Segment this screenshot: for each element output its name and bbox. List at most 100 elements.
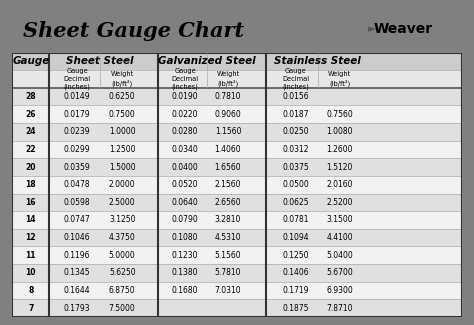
Text: Galvanized Steel: Galvanized Steel <box>157 57 255 66</box>
Text: 5.6700: 5.6700 <box>326 268 353 277</box>
Text: 0.0747: 0.0747 <box>64 215 91 225</box>
Text: 0.0239: 0.0239 <box>64 127 91 136</box>
Text: 0.0359: 0.0359 <box>64 162 91 172</box>
Text: 1.1560: 1.1560 <box>215 127 241 136</box>
Text: 0.0478: 0.0478 <box>64 180 91 189</box>
Text: 0.0220: 0.0220 <box>172 110 199 119</box>
Bar <box>12 106 462 123</box>
Text: 8: 8 <box>28 286 34 295</box>
Bar <box>12 194 462 211</box>
Text: 4.5310: 4.5310 <box>215 233 241 242</box>
Text: 1.6560: 1.6560 <box>215 162 241 172</box>
Bar <box>12 299 462 317</box>
Text: 1.2600: 1.2600 <box>327 145 353 154</box>
Text: 20: 20 <box>26 162 36 172</box>
Text: 2.1560: 2.1560 <box>215 180 241 189</box>
Bar <box>12 53 462 70</box>
Text: 14: 14 <box>26 215 36 225</box>
Text: 0.0156: 0.0156 <box>282 92 309 101</box>
Bar <box>12 88 462 106</box>
Bar <box>12 176 462 194</box>
Text: 0.0500: 0.0500 <box>282 180 309 189</box>
Text: 2.0000: 2.0000 <box>109 180 136 189</box>
Text: 0.1644: 0.1644 <box>64 286 91 295</box>
Bar <box>12 70 462 88</box>
Text: 5.6250: 5.6250 <box>109 268 136 277</box>
Text: 5.0400: 5.0400 <box>326 251 353 260</box>
Text: 1.0080: 1.0080 <box>327 127 353 136</box>
Text: 7.5000: 7.5000 <box>109 304 136 313</box>
Text: Weight
(lb/ft²): Weight (lb/ft²) <box>216 71 240 87</box>
Text: Gauge
Decimal
(inches): Gauge Decimal (inches) <box>172 68 199 90</box>
Bar <box>12 246 462 264</box>
Text: 10: 10 <box>26 268 36 277</box>
Text: 1.5000: 1.5000 <box>109 162 136 172</box>
Text: 0.7560: 0.7560 <box>326 110 353 119</box>
Text: Weight
(lb/ft²): Weight (lb/ft²) <box>328 71 351 87</box>
Text: 0.0190: 0.0190 <box>172 92 199 101</box>
Bar <box>12 211 462 229</box>
Text: 1.4060: 1.4060 <box>215 145 241 154</box>
Text: 6.8750: 6.8750 <box>109 286 136 295</box>
Text: 0.1080: 0.1080 <box>172 233 199 242</box>
Text: 22: 22 <box>26 145 36 154</box>
Text: Gauge: Gauge <box>12 57 49 66</box>
Text: 2.6560: 2.6560 <box>215 198 241 207</box>
Text: 0.0790: 0.0790 <box>172 215 199 225</box>
Text: 1.2500: 1.2500 <box>109 145 136 154</box>
Text: 0.1719: 0.1719 <box>283 286 309 295</box>
Text: 0.0598: 0.0598 <box>64 198 91 207</box>
Text: 0.1250: 0.1250 <box>283 251 309 260</box>
Text: 5.7810: 5.7810 <box>215 268 241 277</box>
Text: 0.0400: 0.0400 <box>172 162 199 172</box>
Text: 0.1046: 0.1046 <box>64 233 91 242</box>
Text: 4.4100: 4.4100 <box>327 233 353 242</box>
Text: 24: 24 <box>26 127 36 136</box>
Bar <box>12 141 462 158</box>
Text: 28: 28 <box>26 92 36 101</box>
Text: 0.0375: 0.0375 <box>282 162 309 172</box>
Text: 6.9300: 6.9300 <box>326 286 353 295</box>
Text: 0.0149: 0.0149 <box>64 92 91 101</box>
Bar <box>12 158 462 176</box>
Text: 0.1230: 0.1230 <box>172 251 199 260</box>
Text: 11: 11 <box>26 251 36 260</box>
Text: 0.0187: 0.0187 <box>283 110 309 119</box>
Text: 0.1875: 0.1875 <box>283 304 309 313</box>
Text: Weaver: Weaver <box>374 22 433 36</box>
Text: 0.0250: 0.0250 <box>282 127 309 136</box>
Text: 7.0310: 7.0310 <box>215 286 241 295</box>
Text: 0.1793: 0.1793 <box>64 304 91 313</box>
Text: Gauge
Decimal
(inches): Gauge Decimal (inches) <box>64 68 91 90</box>
Text: 7.8710: 7.8710 <box>327 304 353 313</box>
Text: Stainless Steel: Stainless Steel <box>274 57 361 66</box>
Text: 0.0640: 0.0640 <box>172 198 199 207</box>
Text: 18: 18 <box>26 180 36 189</box>
Bar <box>12 229 462 246</box>
Text: 4.3750: 4.3750 <box>109 233 136 242</box>
Text: 0.0625: 0.0625 <box>282 198 309 207</box>
Text: 2.5200: 2.5200 <box>327 198 353 207</box>
Text: 3.1250: 3.1250 <box>109 215 136 225</box>
Text: Gauge
Decimal
(inches): Gauge Decimal (inches) <box>282 68 309 90</box>
Text: 0.6250: 0.6250 <box>109 92 136 101</box>
Bar <box>12 123 462 141</box>
Text: 0.9060: 0.9060 <box>215 110 241 119</box>
Text: Sheet Gauge Chart: Sheet Gauge Chart <box>23 21 244 41</box>
Text: 2.0160: 2.0160 <box>327 180 353 189</box>
Text: ►: ► <box>368 24 376 34</box>
Bar <box>12 282 462 299</box>
Text: 0.1380: 0.1380 <box>172 268 199 277</box>
Text: 3.1500: 3.1500 <box>327 215 353 225</box>
Text: 0.1094: 0.1094 <box>282 233 309 242</box>
Text: 12: 12 <box>26 233 36 242</box>
Text: 0.0179: 0.0179 <box>64 110 91 119</box>
Text: 0.1406: 0.1406 <box>282 268 309 277</box>
Text: Weight
(lb/ft²): Weight (lb/ft²) <box>110 71 134 87</box>
Text: 0.1196: 0.1196 <box>64 251 91 260</box>
Text: 0.0312: 0.0312 <box>283 145 309 154</box>
Text: 5.0000: 5.0000 <box>109 251 136 260</box>
Text: 3.2810: 3.2810 <box>215 215 241 225</box>
Text: 1.0000: 1.0000 <box>109 127 136 136</box>
Text: 0.1680: 0.1680 <box>172 286 199 295</box>
